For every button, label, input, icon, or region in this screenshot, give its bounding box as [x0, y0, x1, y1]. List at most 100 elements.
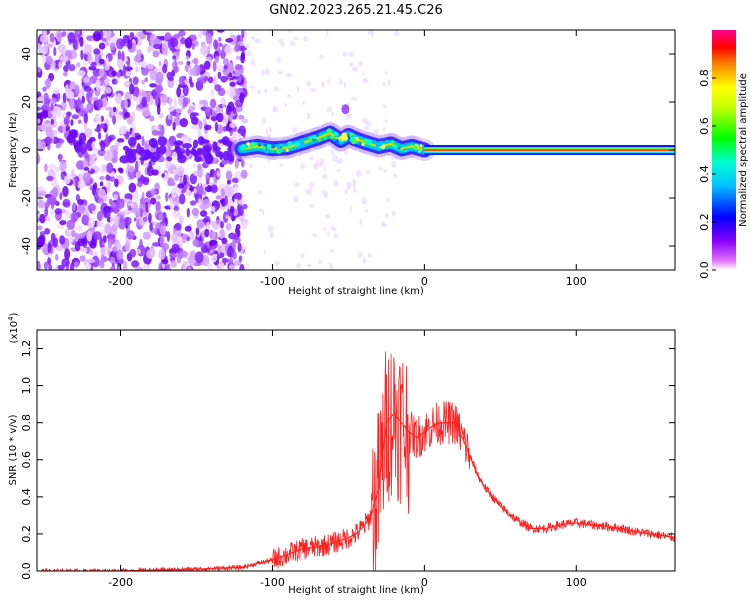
noise-blob: [177, 149, 182, 158]
noise-blob: [220, 97, 225, 104]
noise-blob: [362, 70, 365, 77]
noise-blob: [244, 43, 250, 49]
noise-blob: [88, 65, 97, 71]
noise-blob: [129, 83, 135, 95]
noise-blob: [189, 149, 197, 155]
noise-blob: [104, 64, 110, 71]
noise-blob: [178, 76, 186, 85]
noise-blob: [147, 165, 152, 173]
noise-blob: [37, 96, 45, 107]
noise-blob: [105, 174, 111, 181]
noise-blob: [196, 219, 205, 229]
noise-blob: [200, 210, 208, 217]
noise-blob: [54, 166, 61, 173]
noise-blob: [382, 127, 386, 131]
noise-blob: [352, 182, 356, 187]
noise-blob: [159, 235, 165, 247]
snr-multiplier: (x104): [7, 312, 20, 343]
noise-blob: [176, 253, 182, 264]
noise-blob: [176, 165, 185, 177]
noise-blob: [272, 105, 277, 112]
noise-blob: [43, 261, 49, 270]
noise-blob: [62, 92, 67, 103]
noise-blob: [319, 157, 325, 165]
noise-blob: [83, 43, 93, 55]
noise-blob: [94, 115, 102, 125]
noise-blob: [64, 228, 70, 237]
noise-blob: [117, 138, 125, 143]
noise-blob: [44, 136, 53, 144]
noise-blob: [116, 58, 124, 69]
noise-blob: [387, 79, 391, 86]
noise-blob: [197, 148, 204, 155]
noise-blob: [145, 149, 152, 159]
noise-blob: [46, 175, 54, 181]
noise-blob: [169, 252, 178, 258]
y-tick-label: 40: [20, 47, 33, 61]
noise-blob: [303, 36, 308, 42]
noise-blob: [63, 65, 69, 72]
y-tick-label: 0.8: [20, 414, 33, 432]
noise-blob: [139, 156, 148, 161]
noise-blob: [116, 71, 121, 78]
noise-blob: [228, 86, 236, 98]
noise-blob: [116, 38, 125, 50]
noise-blob: [184, 37, 193, 49]
noise-blob: [99, 246, 109, 257]
signal-blob: [262, 146, 266, 150]
signal-blob: [324, 137, 327, 140]
noise-blob: [109, 266, 115, 270]
noise-blob: [80, 86, 85, 99]
noise-blob: [204, 124, 212, 131]
noise-blob: [309, 156, 314, 161]
noise-blob: [210, 184, 218, 194]
noise-blob: [249, 85, 256, 89]
noise-blob: [149, 83, 157, 88]
signal-segment: [400, 145, 414, 150]
snr-multiplier-base: (x10: [9, 321, 20, 344]
noise-blob: [220, 188, 226, 198]
noise-blob: [332, 227, 338, 231]
noise-blob: [124, 216, 132, 226]
x-tick-label: 100: [566, 576, 587, 589]
noise-blob: [167, 76, 174, 82]
noise-blob: [62, 186, 69, 197]
signal-blob: [390, 140, 395, 145]
noise-blob: [225, 109, 231, 116]
noise-blob: [343, 81, 347, 89]
noise-blob: [207, 76, 214, 84]
noise-blob: [48, 195, 57, 205]
noise-blob: [182, 97, 188, 108]
noise-blob: [45, 55, 53, 66]
noise-blob: [50, 103, 54, 112]
noise-blob: [37, 106, 42, 111]
noise-blob: [284, 102, 287, 108]
noise-blob: [118, 126, 127, 135]
noise-blob: [265, 128, 269, 134]
noise-blob: [204, 132, 208, 142]
noise-blob: [128, 165, 135, 173]
noise-blob: [124, 98, 128, 110]
noise-blob: [183, 174, 187, 186]
noise-blob: [227, 101, 235, 112]
signal-blob: [312, 134, 317, 140]
noise-blob: [348, 62, 354, 67]
noise-blob: [220, 221, 224, 229]
noise-blob: [65, 84, 69, 94]
noise-blob: [208, 230, 217, 239]
noise-blob: [104, 86, 112, 94]
noise-blob: [136, 31, 146, 38]
noise-blob: [361, 199, 367, 205]
noise-blob: [47, 257, 52, 266]
noise-blob: [348, 51, 354, 58]
noise-blob: [115, 93, 122, 104]
noise-blob: [365, 170, 371, 174]
noise-blob: [308, 187, 312, 195]
noise-blob: [166, 143, 172, 153]
noise-blob: [99, 123, 105, 129]
noise-blob: [292, 128, 295, 133]
signal-blob: [341, 104, 350, 115]
noise-blob: [112, 194, 118, 201]
noise-blob: [306, 112, 311, 120]
signal-blob: [341, 132, 348, 138]
